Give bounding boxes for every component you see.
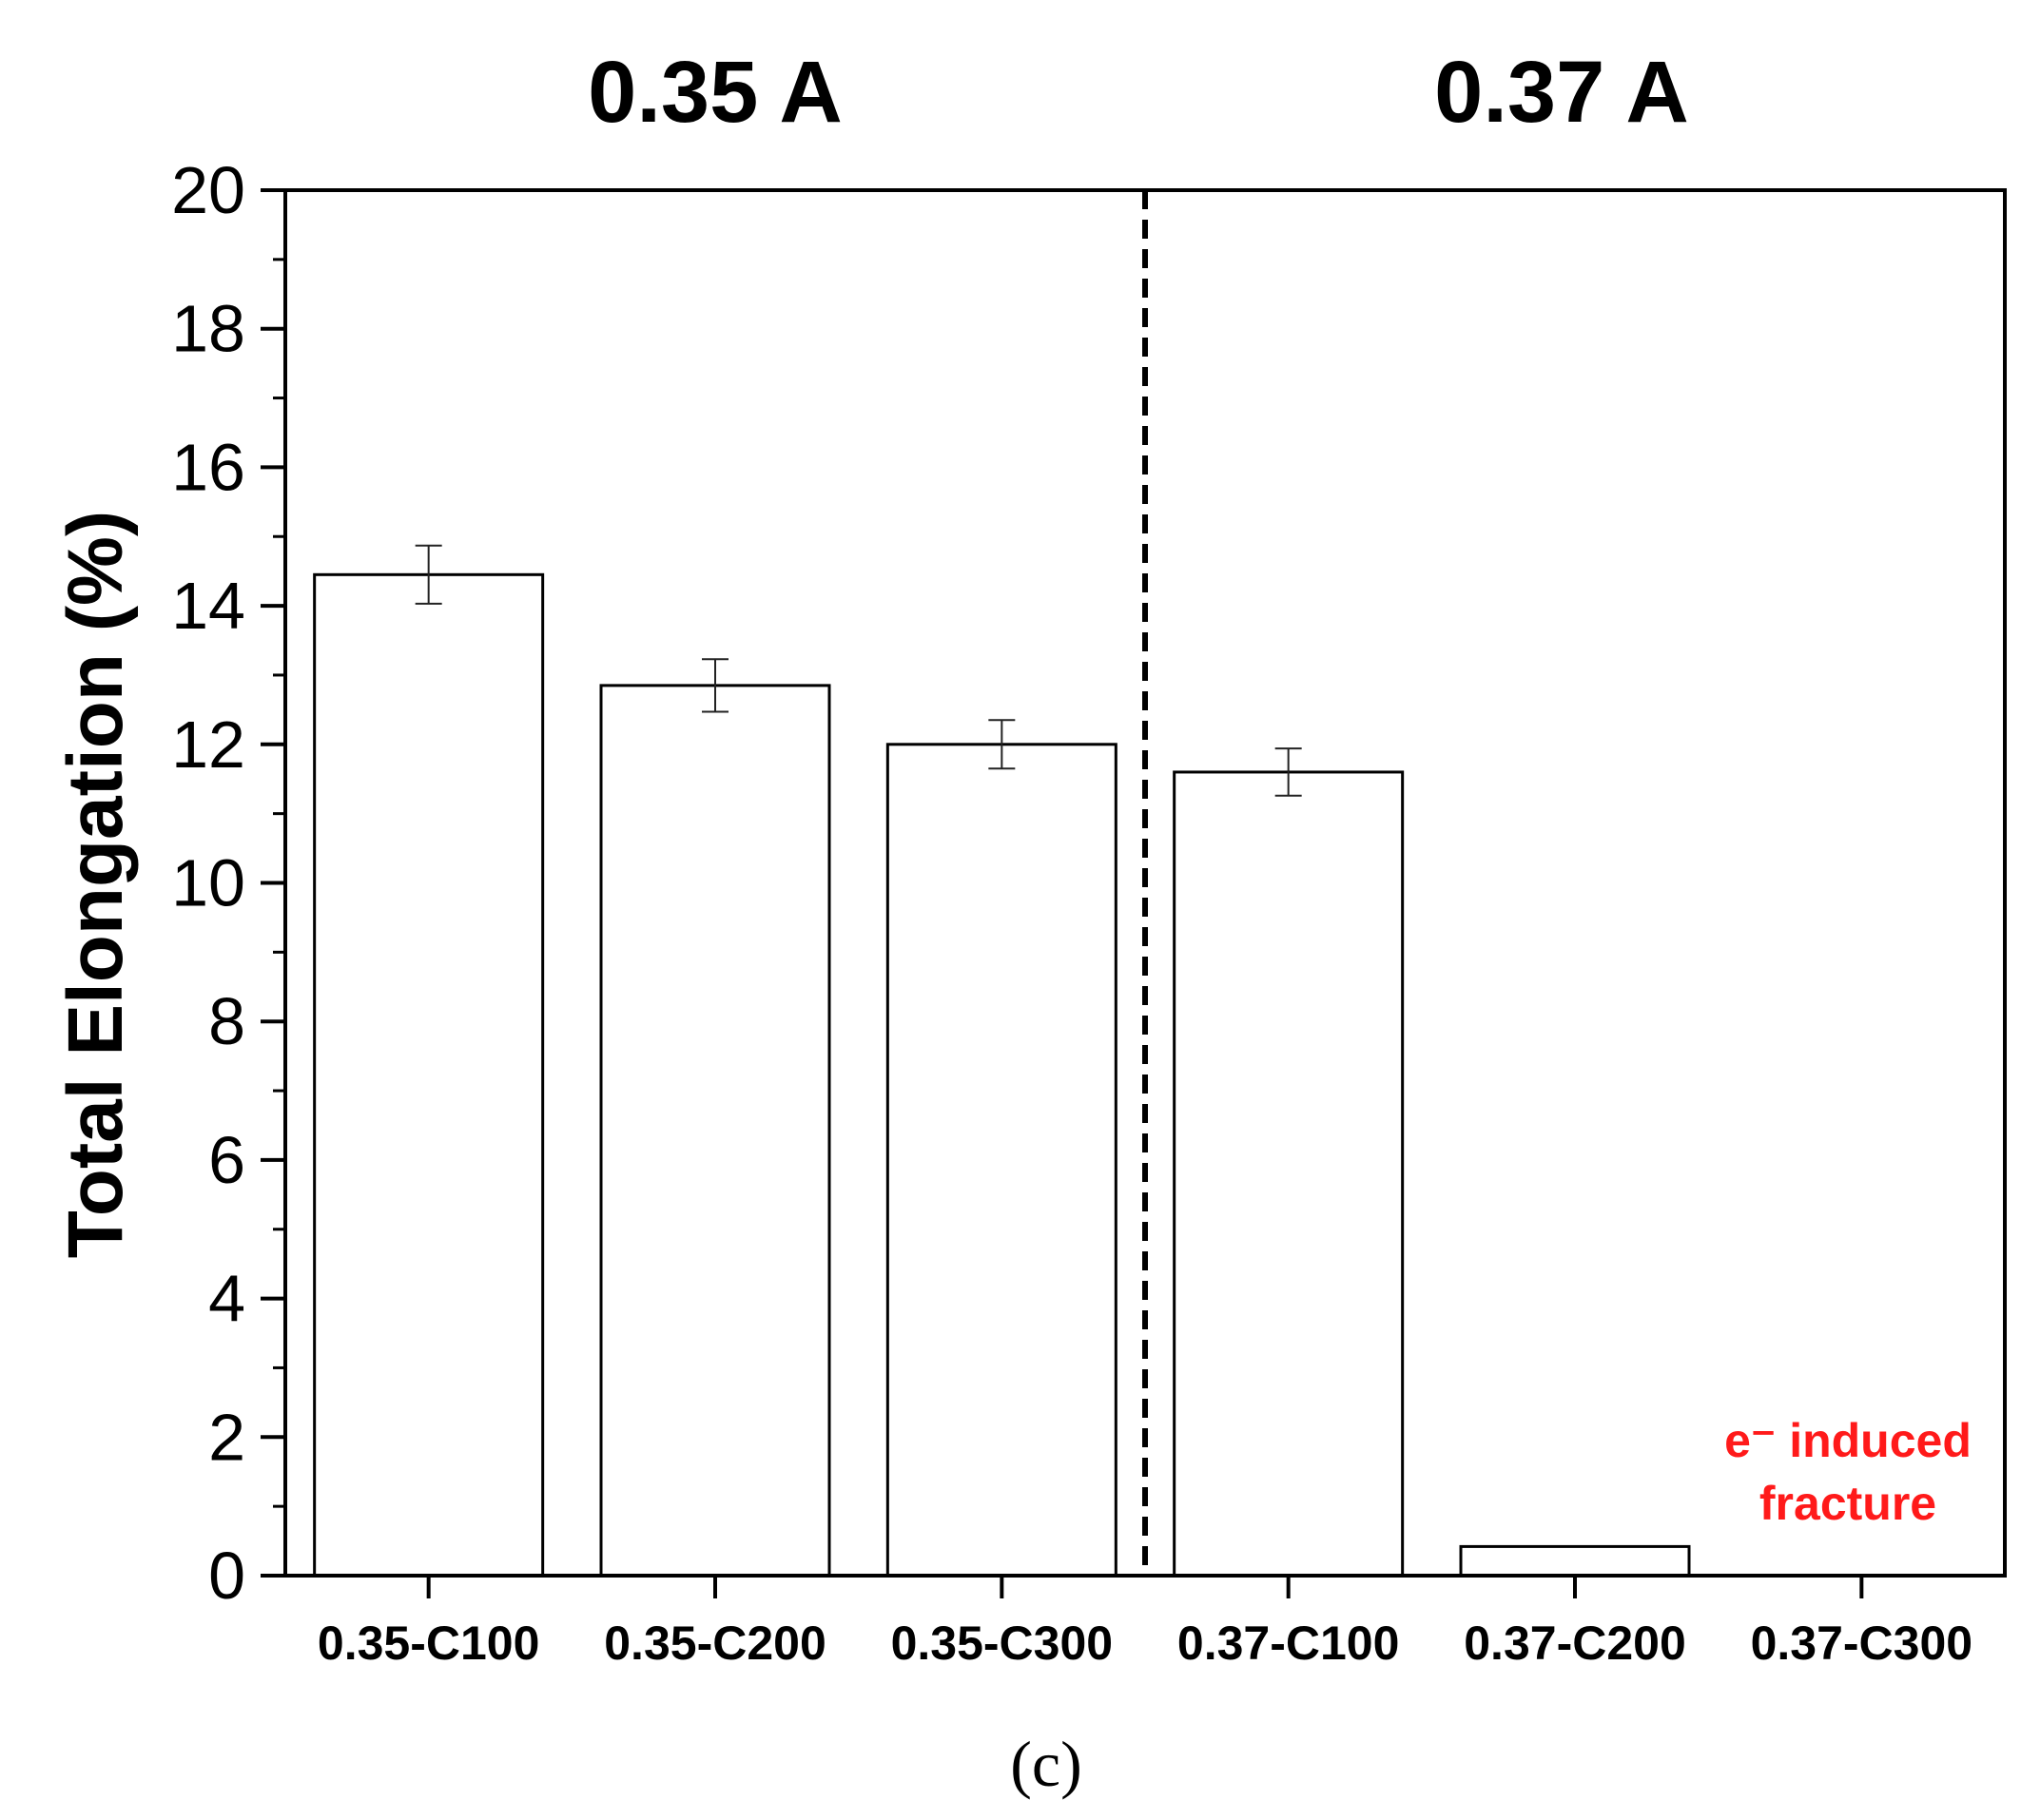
x-tick-label-0.35-C200: 0.35-C200 bbox=[604, 1617, 826, 1670]
bar-0.37-C100 bbox=[1173, 770, 1405, 1578]
bar-0.35-C300 bbox=[885, 743, 1117, 1578]
y-tick-label-4: 4 bbox=[208, 1262, 245, 1336]
y-tick-label-8: 8 bbox=[208, 984, 245, 1058]
bar-0.35-C200 bbox=[599, 684, 831, 1578]
annotation-line-2: fracture bbox=[1759, 1477, 1936, 1530]
annotation-line-1: e⁻ induced bbox=[1724, 1414, 1972, 1467]
x-tick-label-0.37-C300: 0.37-C300 bbox=[1751, 1617, 1973, 1670]
y-tick-label-2: 2 bbox=[208, 1400, 245, 1474]
panel-label: (c) bbox=[1010, 1728, 1081, 1800]
bar-0.35-C100 bbox=[313, 572, 545, 1578]
y-tick-label-18: 18 bbox=[171, 292, 245, 366]
y-tick-label-14: 14 bbox=[171, 569, 245, 643]
bar-0.37-C200 bbox=[1459, 1544, 1691, 1578]
y-axis-title: Total Elongation (%) bbox=[52, 511, 139, 1259]
group-label-0.37A: 0.37 A bbox=[1434, 44, 1689, 141]
x-tick-label-0.37-C100: 0.37-C100 bbox=[1177, 1617, 1400, 1670]
group-label-0.35A: 0.35 A bbox=[588, 44, 843, 141]
group-labels: 0.35 A 0.37 A bbox=[588, 44, 1689, 141]
y-tick-label-10: 10 bbox=[171, 846, 245, 920]
y-tick-label-0: 0 bbox=[208, 1539, 245, 1613]
x-tick-label-0.35-C300: 0.35-C300 bbox=[891, 1617, 1114, 1670]
x-tick-label-0.37-C200: 0.37-C200 bbox=[1464, 1617, 1686, 1670]
y-tick-label-20: 20 bbox=[171, 153, 245, 227]
fracture-annotation: e⁻ induced fracture bbox=[1724, 1414, 1972, 1530]
x-tick-label-0.35-C100: 0.35-C100 bbox=[318, 1617, 540, 1670]
y-tick-label-12: 12 bbox=[171, 707, 245, 782]
y-tick-label-16: 16 bbox=[171, 430, 245, 504]
plot-area: 0 2 4 6 8 10 12 14 16 18 20 0.35-C100 0.35-C200 0.35-… bbox=[171, 153, 2007, 1670]
y-tick-label-6: 6 bbox=[208, 1123, 245, 1197]
